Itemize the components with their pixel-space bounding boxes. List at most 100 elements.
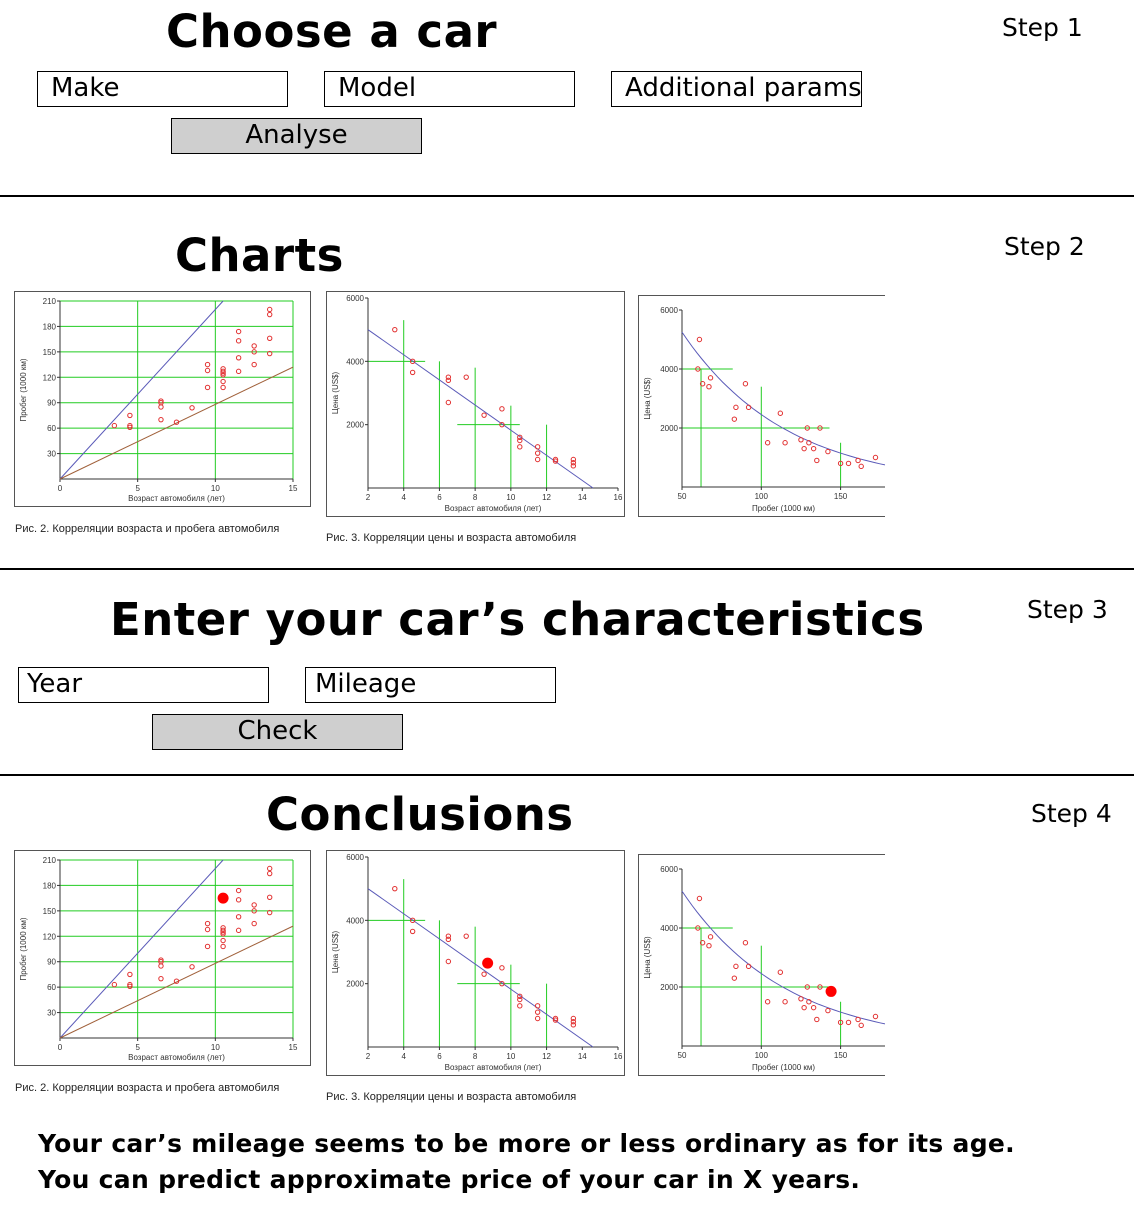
- additional-params-field[interactable]: Additional params: [611, 71, 862, 107]
- y-tick-label: 180: [43, 881, 57, 890]
- y-tick-label: 150: [43, 907, 57, 916]
- analyse-button[interactable]: Analyse: [171, 118, 422, 154]
- x-tick-label: 10: [211, 1043, 220, 1052]
- y-axis-label: Цена (US$): [643, 377, 652, 420]
- data-point: [782, 440, 788, 446]
- data-point: [158, 975, 164, 982]
- y-tick-label: 150: [43, 348, 57, 357]
- data-point: [204, 926, 211, 933]
- data-point: [804, 425, 810, 431]
- data-point: [220, 931, 226, 937]
- data-point: [806, 999, 812, 1005]
- x-axis-label: Возраст автомобиля (лет): [128, 1053, 225, 1062]
- data-point: [570, 1022, 577, 1028]
- data-point: [220, 929, 226, 935]
- price-mileage-chart: 50 100 150 2000 4000 6000 Пробег (1000 км) Цена…: [638, 295, 885, 517]
- data-point: [570, 456, 577, 463]
- data-point: [764, 440, 771, 446]
- y-axis-label: Пробег (1000 км): [19, 358, 28, 421]
- data-point: [570, 463, 577, 469]
- data-point: [517, 993, 523, 1000]
- mileage-field[interactable]: Mileage: [305, 667, 556, 703]
- data-point: [699, 940, 706, 946]
- data-point: [220, 378, 226, 385]
- check-button[interactable]: Check: [152, 714, 403, 750]
- data-point: [251, 908, 257, 914]
- x-tick-label: 4: [401, 493, 406, 502]
- x-tick-label: 4: [401, 1052, 406, 1061]
- y-tick-label: 4000: [660, 365, 678, 374]
- data-point: [445, 374, 452, 380]
- data-point: [158, 957, 164, 963]
- data-point: [817, 425, 823, 431]
- trend-curve: [681, 890, 885, 1025]
- step3-title: Enter your car’s characteristics: [110, 593, 925, 646]
- x-axis-label: Пробег (1000 км): [752, 1063, 815, 1072]
- data-point: [534, 1009, 541, 1015]
- x-axis-label: Возраст автомобиля (лет): [445, 504, 542, 513]
- data-point: [267, 335, 273, 341]
- data-point: [806, 440, 812, 446]
- x-tick-label: 2: [366, 493, 371, 502]
- data-point: [517, 437, 523, 444]
- x-tick-label: 14: [578, 1052, 587, 1061]
- y-tick-label: 180: [43, 322, 57, 331]
- data-point: [552, 1015, 559, 1022]
- data-point: [570, 1015, 577, 1022]
- y-tick-label: 60: [47, 424, 56, 433]
- step1-title: Choose a car: [166, 5, 498, 58]
- y-tick-label: 120: [43, 932, 57, 941]
- x-axis-label: Возраст автомобиля (лет): [128, 494, 225, 503]
- x-tick-label: 2: [366, 1052, 371, 1061]
- year-field[interactable]: Year: [18, 667, 269, 703]
- data-point: [220, 384, 226, 391]
- data-point: [706, 384, 712, 390]
- data-point: [158, 416, 164, 423]
- data-point: [798, 437, 804, 443]
- make-field[interactable]: Make: [37, 71, 288, 107]
- y-tick-label: 90: [47, 958, 56, 967]
- data-point: [235, 897, 242, 903]
- x-tick-label: 5: [135, 1043, 140, 1052]
- data-point: [127, 983, 133, 989]
- y-tick-label: 6000: [346, 853, 364, 862]
- x-tick-label: 16: [614, 493, 623, 502]
- data-point: [733, 963, 739, 970]
- data-point: [552, 1017, 559, 1023]
- data-point: [777, 410, 784, 416]
- step4-title: Conclusions: [266, 788, 574, 841]
- data-point: [810, 445, 817, 452]
- y-tick-label: 4000: [346, 916, 364, 925]
- data-point: [267, 909, 273, 916]
- data-point: [814, 457, 820, 464]
- x-tick-label: 150: [834, 492, 848, 501]
- data-point: [235, 887, 242, 894]
- data-point: [706, 943, 712, 949]
- data-point: [204, 361, 211, 368]
- model-field[interactable]: Model: [324, 71, 575, 107]
- data-point: [267, 870, 273, 877]
- y-tick-label: 30: [47, 450, 56, 459]
- data-point: [235, 328, 242, 335]
- data-point: [534, 1003, 541, 1009]
- section-divider: [0, 568, 1134, 570]
- data-point: [855, 1016, 861, 1023]
- conclusion-line-2: You can predict approximate price of you…: [38, 1165, 861, 1194]
- upper-bound-line: [59, 300, 224, 480]
- price-mileage-svg: 50 100 150 2000 4000 6000 Пробег (1000 км) Цена…: [638, 854, 885, 1076]
- data-point: [804, 984, 810, 990]
- y-tick-label: 2000: [346, 980, 364, 989]
- data-point: [267, 350, 273, 357]
- x-tick-label: 12: [542, 493, 551, 502]
- x-tick-label: 50: [678, 492, 687, 501]
- data-point: [251, 361, 257, 368]
- data-point: [445, 933, 452, 939]
- data-point: [837, 460, 844, 467]
- data-point: [517, 434, 523, 441]
- age-mileage-chart: 0 5 10 15 30 60 90 120 150 180 210 Возраст автомоби…: [14, 291, 311, 507]
- y-tick-label: 6000: [660, 306, 678, 315]
- data-point: [267, 865, 273, 872]
- data-point: [517, 996, 523, 1003]
- your-car-point: [217, 892, 229, 904]
- data-point: [745, 404, 752, 411]
